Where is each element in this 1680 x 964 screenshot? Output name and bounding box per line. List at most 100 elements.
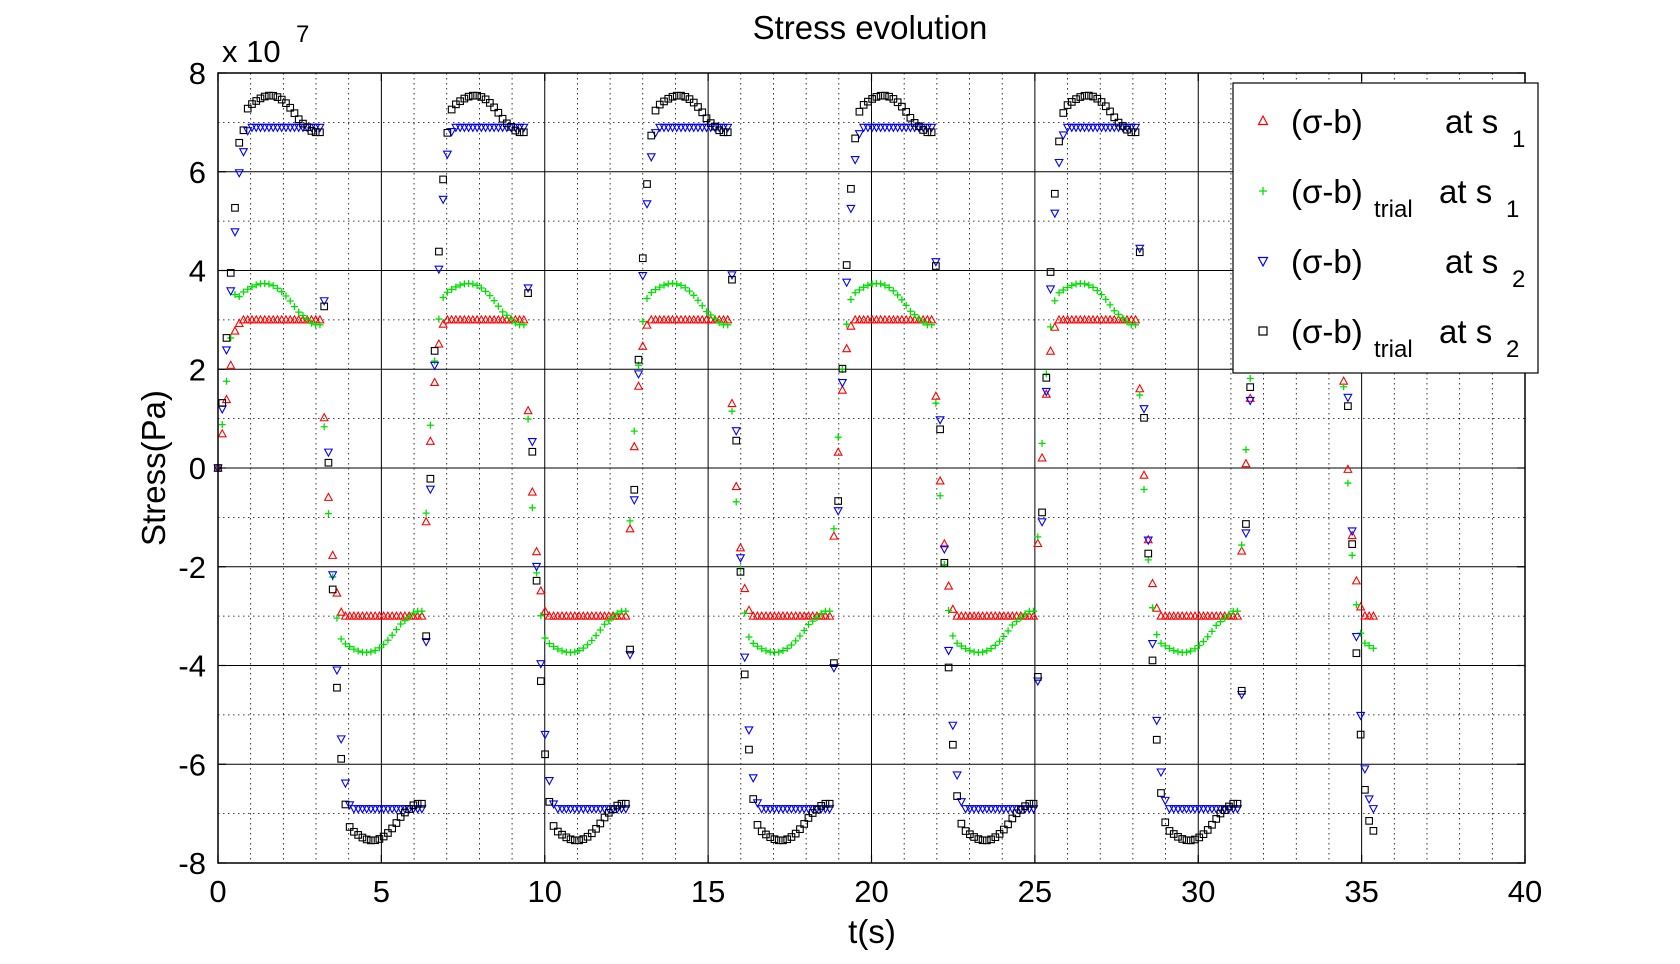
x-tick-label: 10 xyxy=(528,874,562,909)
data-point xyxy=(384,636,392,644)
data-point xyxy=(787,641,795,649)
data-point xyxy=(430,347,439,355)
data-point xyxy=(893,98,902,107)
data-point xyxy=(575,647,583,655)
data-point xyxy=(1059,286,1067,294)
data-point xyxy=(524,415,532,423)
legend-label-subscript: trial xyxy=(1374,336,1413,363)
data-point xyxy=(243,104,252,113)
data-point xyxy=(354,647,362,655)
data-point xyxy=(336,607,346,616)
data-point xyxy=(1008,814,1017,823)
data-point xyxy=(1356,730,1365,739)
y-tick-label: 4 xyxy=(189,254,206,289)
data-point xyxy=(1166,644,1173,652)
data-point xyxy=(1170,647,1178,654)
data-point xyxy=(995,830,1004,838)
legend-label-tail-subscript: 2 xyxy=(1512,266,1525,293)
data-point xyxy=(932,399,940,407)
data-point xyxy=(1361,785,1369,794)
data-point xyxy=(566,835,575,844)
data-point xyxy=(426,421,434,429)
data-point xyxy=(656,283,664,291)
data-point xyxy=(286,297,294,305)
data-point xyxy=(346,643,354,651)
data-point xyxy=(749,795,758,803)
data-point xyxy=(282,292,290,300)
data-point xyxy=(728,407,736,415)
legend-label-tail-subscript: 1 xyxy=(1506,196,1519,223)
data-point xyxy=(1237,686,1246,695)
data-point xyxy=(256,94,265,103)
data-point xyxy=(469,91,477,100)
data-point xyxy=(681,284,689,292)
data-point xyxy=(425,485,436,495)
data-point xyxy=(911,311,919,319)
data-point xyxy=(719,128,728,137)
data-point xyxy=(473,91,481,100)
data-point xyxy=(550,642,558,650)
data-point xyxy=(315,123,325,133)
data-point xyxy=(745,745,753,754)
x-tick-label: 0 xyxy=(209,874,226,909)
data-point xyxy=(1046,268,1055,276)
data-point xyxy=(494,302,502,310)
data-point xyxy=(523,284,533,294)
data-point xyxy=(303,315,311,323)
data-point xyxy=(537,612,545,620)
data-point xyxy=(979,648,987,656)
data-point xyxy=(672,91,681,100)
data-point xyxy=(1030,607,1038,615)
data-point xyxy=(1055,137,1063,146)
data-point xyxy=(1110,113,1119,122)
data-point xyxy=(940,558,949,567)
data-point xyxy=(1033,538,1043,548)
data-point xyxy=(646,153,656,162)
y-tick-label: 6 xyxy=(189,155,206,190)
data-point xyxy=(238,148,249,157)
legend-marker xyxy=(1257,114,1269,126)
data-point xyxy=(1369,826,1378,835)
data-point xyxy=(1242,446,1250,454)
data-point xyxy=(732,498,740,506)
data-point xyxy=(230,228,240,237)
data-point xyxy=(1054,158,1064,168)
data-point xyxy=(966,647,974,655)
data-point xyxy=(218,399,227,407)
data-point xyxy=(231,203,239,212)
data-point xyxy=(868,95,877,103)
data-point xyxy=(860,283,868,291)
legend-marker xyxy=(1257,256,1269,268)
data-point xyxy=(1343,464,1353,473)
legend-marker xyxy=(1259,187,1267,195)
data-point xyxy=(294,115,303,124)
data-point xyxy=(1144,556,1152,564)
data-point xyxy=(621,799,630,808)
data-point xyxy=(1246,374,1254,382)
data-point xyxy=(1344,402,1352,411)
data-point xyxy=(345,823,354,831)
data-point xyxy=(935,416,945,425)
data-point xyxy=(494,108,503,117)
data-point xyxy=(739,653,750,663)
data-point xyxy=(218,421,226,429)
y-multiplier-exponent: 7 xyxy=(296,21,309,48)
data-point xyxy=(915,314,923,322)
data-point xyxy=(999,825,1008,834)
data-point xyxy=(834,497,843,505)
data-point xyxy=(830,659,838,667)
data-point xyxy=(931,391,941,400)
data-point xyxy=(443,288,451,296)
data-point xyxy=(421,638,431,647)
data-point xyxy=(753,642,761,650)
data-point xyxy=(1241,529,1251,539)
data-point xyxy=(854,130,865,139)
data-point xyxy=(735,554,746,563)
data-point xyxy=(490,103,498,112)
data-point xyxy=(1355,711,1366,721)
data-point xyxy=(983,647,991,655)
data-point xyxy=(1068,281,1076,289)
data-point xyxy=(1000,632,1008,640)
data-point xyxy=(629,441,640,451)
data-point xyxy=(1343,393,1353,403)
